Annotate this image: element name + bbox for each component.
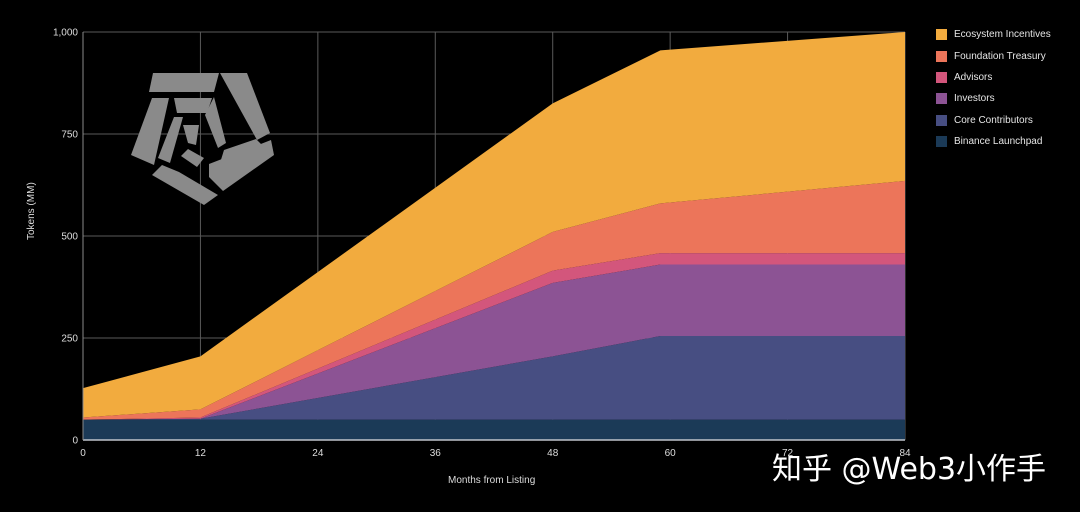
svg-text:0: 0	[80, 448, 86, 459]
legend: Ecosystem Incentives Foundation Treasury…	[936, 24, 1051, 152]
svg-text:12: 12	[195, 448, 207, 459]
svg-text:0: 0	[72, 436, 78, 447]
y-axis-label: Tokens (MM)	[26, 182, 37, 240]
legend-item-core-contributors[interactable]: Core Contributors	[936, 110, 1051, 131]
area-ecosystem-incentives	[83, 32, 905, 418]
pentagon-logo-icon	[131, 73, 274, 205]
watermark: 知乎 @Web3小作手	[772, 452, 1047, 487]
legend-swatch	[936, 114, 947, 126]
legend-item-binance-launchpad[interactable]: Binance Launchpad	[936, 131, 1051, 152]
legend-swatch	[936, 29, 947, 41]
x-axis-label: Months from Listing	[448, 475, 536, 486]
svg-text:24: 24	[312, 448, 324, 459]
legend-item-investors[interactable]: Investors	[936, 88, 1051, 109]
legend-swatch	[936, 71, 947, 83]
svg-text:48: 48	[547, 448, 559, 459]
legend-item-foundation-treasury[interactable]: Foundation Treasury	[936, 45, 1051, 66]
axes: 0 250 500 750 1,000 0 12 24 36 48 60 72 84	[53, 28, 911, 460]
legend-item-ecosystem-incentives[interactable]: Ecosystem Incentives	[936, 24, 1051, 45]
svg-text:500: 500	[61, 232, 78, 243]
area-foundation-treasury	[83, 180, 905, 420]
area-investors	[83, 264, 905, 420]
svg-text:84: 84	[899, 448, 911, 459]
legend-swatch	[936, 136, 947, 148]
svg-text:60: 60	[665, 448, 677, 459]
svg-text:750: 750	[61, 130, 78, 141]
legend-swatch	[936, 93, 947, 105]
svg-text:1,000: 1,000	[53, 28, 78, 39]
svg-text:250: 250	[61, 334, 78, 345]
area-binance-launchpad	[83, 419, 905, 440]
area-core-contributors	[83, 335, 905, 420]
svg-text:36: 36	[430, 448, 442, 459]
legend-item-advisors[interactable]: Advisors	[936, 67, 1051, 88]
svg-text:72: 72	[782, 448, 794, 459]
legend-swatch	[936, 50, 947, 62]
area-series	[83, 32, 905, 440]
